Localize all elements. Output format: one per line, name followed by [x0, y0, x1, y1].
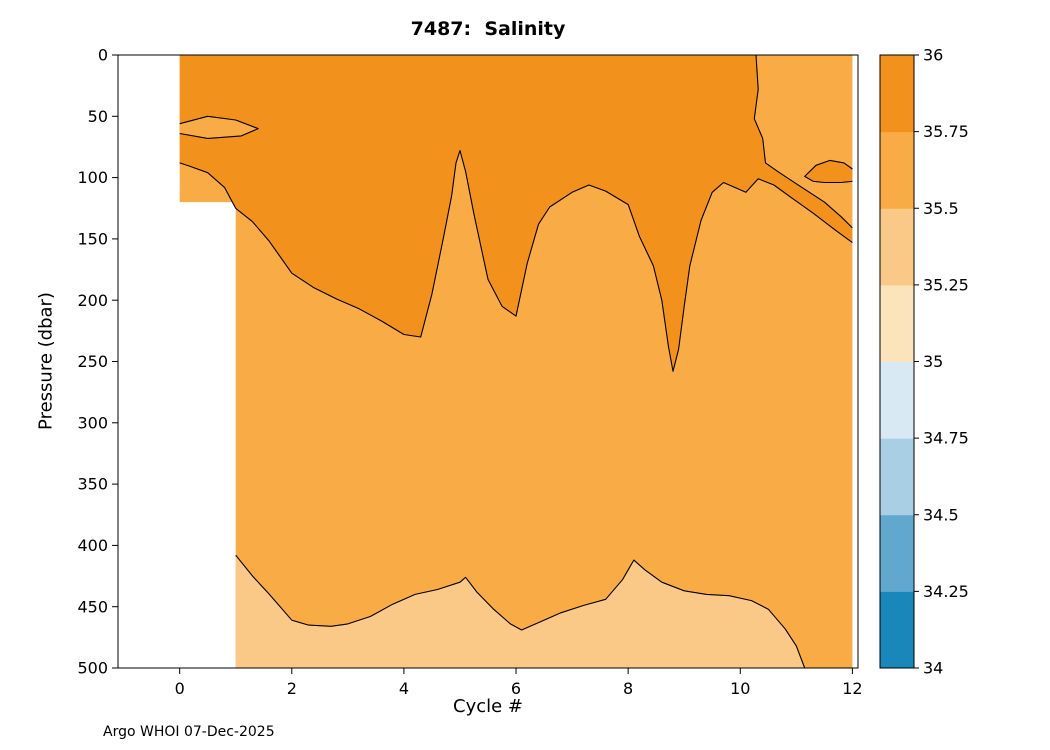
y-tick-label: 250	[77, 352, 108, 371]
colorbar-label: 35.25	[923, 275, 969, 294]
y-tick-label: 100	[77, 168, 108, 187]
y-tick-label: 150	[77, 230, 108, 249]
colorbar-band	[880, 591, 914, 669]
y-tick-label: 500	[77, 659, 108, 678]
y-axis-label: Pressure (dbar)	[35, 292, 57, 430]
colorbar-band	[880, 284, 914, 362]
colorbar-label: 34.5	[923, 505, 959, 524]
contour-fill-deep-band	[235, 555, 805, 668]
y-tick-label: 50	[88, 107, 108, 126]
x-tick-label: 4	[399, 679, 409, 698]
contour-line-deep-band	[235, 554, 806, 669]
x-tick-label: 10	[730, 679, 750, 698]
colorbar-band	[880, 438, 914, 516]
colorbar-band	[880, 514, 914, 592]
contour-fill-right-lens	[804, 160, 853, 183]
x-tick-label: 6	[511, 679, 521, 698]
colorbar-label: 35	[923, 352, 943, 371]
y-tick-label: 450	[77, 597, 108, 616]
colorbar-band	[880, 208, 914, 286]
y-tick-label: 350	[77, 475, 108, 494]
colorbar-band	[880, 361, 914, 439]
x-tick-label: 0	[175, 679, 185, 698]
colorbar-band	[880, 131, 914, 209]
x-tick-label: 12	[842, 679, 862, 698]
colorbar-label: 36	[923, 46, 943, 65]
contour-line-left-lens-island	[179, 115, 259, 139]
contour-line-upper-band	[179, 150, 853, 372]
colorbar-label: 34	[923, 659, 943, 678]
y-tick-label: 200	[77, 291, 108, 310]
contour-fill-upper-band	[179, 55, 853, 372]
x-axis-label: Cycle #	[453, 696, 523, 717]
x-tick-label: 2	[287, 679, 297, 698]
y-tick-label: 300	[77, 413, 108, 432]
contour-line-upper-band	[753, 54, 853, 229]
footer-caption: Argo WHOI 07-Dec-2025	[103, 724, 275, 740]
contour-line-right-lens	[804, 159, 853, 184]
colorbar-label: 34.75	[923, 429, 969, 448]
colorbar-label: 34.25	[923, 582, 969, 601]
colorbar-band	[880, 55, 914, 133]
colorbar-label: 35.5	[923, 199, 959, 218]
plot-title: 7487: Salinity	[410, 18, 566, 40]
x-tick-label: 8	[623, 679, 633, 698]
y-tick-label: 0	[98, 46, 108, 65]
contour-fill-left-lens-island	[179, 116, 259, 139]
colorbar-label: 35.75	[923, 122, 969, 141]
y-tick-label: 400	[77, 536, 108, 555]
